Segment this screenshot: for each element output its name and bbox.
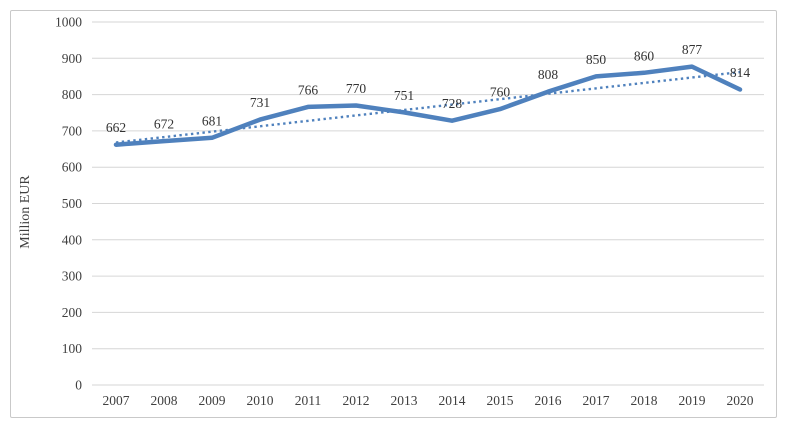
x-tick-label: 2015 [487,393,514,408]
y-tick-label: 200 [62,305,83,320]
data-label: 766 [298,82,319,97]
y-tick-label: 700 [62,123,83,138]
y-axis-title: Million EUR [18,175,33,249]
data-label: 728 [442,96,463,111]
x-tick-label: 2019 [679,393,706,408]
y-tick-label: 1000 [55,15,82,30]
gridlines-group: 0 100 200 300 400 500 600 700 800 900 1000 2007 2008… [55,15,764,408]
x-tick-label: 2018 [631,393,658,408]
x-tick-label: 2008 [151,393,178,408]
data-label: 681 [202,113,222,128]
data-label: 814 [730,65,751,80]
y-tick-label: 600 [62,160,83,175]
data-label: 751 [394,88,414,103]
chart-frame-border [10,10,777,418]
x-tick-label: 2016 [535,393,562,408]
data-label: 877 [682,42,703,57]
y-tick-label: 500 [62,196,83,211]
data-label: 770 [346,81,367,96]
data-series-line [113,64,743,147]
x-tick-label: 2014 [439,393,466,408]
y-tick-label: 100 [62,341,83,356]
y-tick-label: 400 [62,232,83,247]
x-tick-label: 2020 [727,393,754,408]
x-tick-label: 2007 [103,393,130,408]
y-tick-label: 0 [75,378,82,393]
data-label: 850 [586,52,607,67]
x-tick-label: 2009 [199,393,226,408]
x-tick-label: 2017 [583,393,610,408]
data-label: 808 [538,67,559,82]
data-series-group [113,64,743,147]
x-tick-label: 2011 [295,393,322,408]
y-tick-label: 300 [62,269,83,284]
data-label: 760 [490,85,511,100]
data-label: 662 [106,120,126,135]
data-label: 731 [250,95,270,110]
y-tick-label: 800 [62,87,83,102]
y-tick-label: 900 [62,51,83,66]
x-tick-label: 2013 [391,393,418,408]
x-tick-label: 2012 [343,393,370,408]
data-label: 860 [634,48,655,63]
labels-group: 662 672 681 731 766 770 751 728 760 808 850 860 877 8… [106,42,751,135]
data-label: 672 [154,117,174,132]
x-tick-label: 2010 [247,393,274,408]
trendline [115,70,741,144]
